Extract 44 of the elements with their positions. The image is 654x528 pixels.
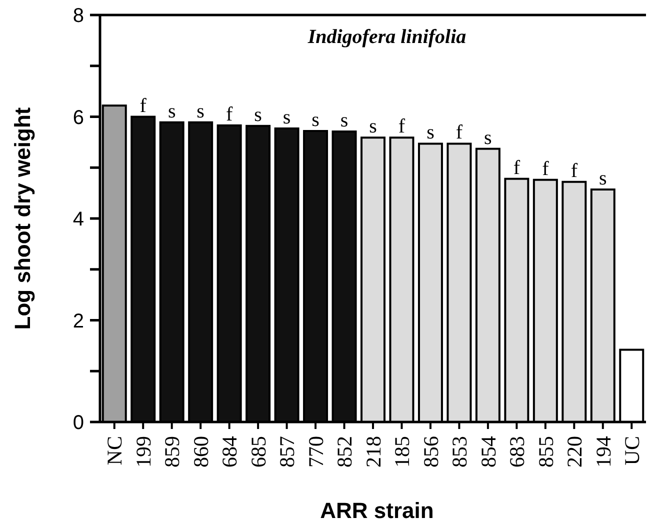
annotation: f: [398, 116, 406, 138]
y-tick-label: 2: [72, 310, 84, 332]
annotation: s: [282, 106, 291, 128]
x-tick-label: 860: [188, 436, 213, 468]
annotation: f: [513, 156, 520, 179]
x-tick-label: 185: [390, 436, 414, 468]
annotation: s: [340, 110, 348, 132]
x-tick-label: 684: [218, 436, 242, 468]
x-tick-label: 683: [505, 436, 530, 468]
y-tick-label: 8: [72, 5, 84, 27]
x-tick-label: 199: [131, 436, 156, 468]
x-tick-label: 855: [534, 436, 558, 468]
x-tick-label: 859: [160, 436, 184, 468]
x-axis-title: ARR strain: [320, 498, 434, 523]
x-tick-label: UC: [620, 436, 644, 466]
annotation: s: [484, 126, 492, 149]
annotation: s: [426, 122, 435, 144]
x-tick-label: 685: [246, 436, 270, 468]
annotation: f: [542, 158, 550, 180]
annotation: f: [456, 122, 463, 144]
y-tick-label: 0: [72, 412, 84, 434]
annotation: f: [570, 160, 578, 182]
x-tick-label: 854: [476, 436, 500, 468]
x-tick-label: 852: [332, 436, 357, 468]
annotation: s: [312, 108, 320, 131]
text: Indigofera linifolia: [306, 26, 466, 48]
annotation: s: [598, 168, 607, 190]
x-tick-label: 857: [275, 436, 300, 468]
annotation: f: [226, 103, 233, 126]
x-tick-label: 770: [304, 436, 328, 468]
x-tick-label: 218: [361, 436, 386, 468]
x-tick-label: NC: [102, 436, 127, 466]
annotation: s: [168, 100, 176, 122]
y-axis-title: Log shoot dry weight: [10, 106, 35, 330]
annotation: s: [254, 104, 262, 126]
x-tick-label: 220: [562, 436, 587, 468]
y-tick-label: 4: [72, 208, 84, 230]
annotation: s: [369, 116, 378, 138]
annotation: s: [196, 100, 205, 122]
y-tick-label: 6: [72, 106, 84, 129]
annotation: f: [140, 94, 147, 117]
x-tick-label: 853: [448, 436, 472, 468]
x-tick-label: 856: [418, 436, 443, 468]
x-tick-label: 194: [591, 436, 616, 468]
